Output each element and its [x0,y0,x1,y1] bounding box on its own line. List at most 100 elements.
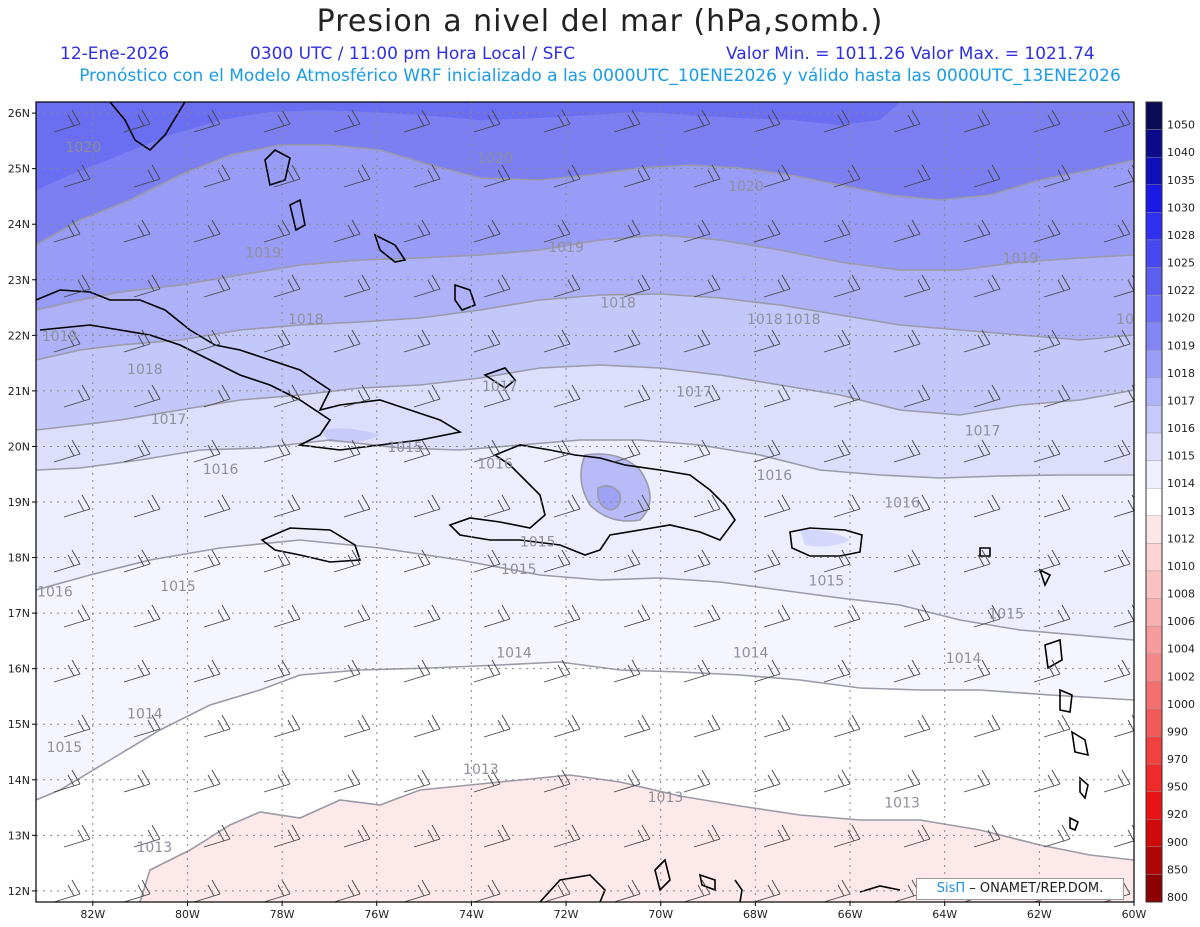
wind-barb [133,164,161,188]
lat-tick-label: 14N [8,774,30,787]
legend-swatch [1145,598,1163,627]
wind-barb [973,824,1001,848]
contour-label: 1017 [151,412,187,428]
wind-barb [973,714,1001,738]
wind-barb [823,219,851,243]
wind-barb [553,164,581,188]
contour-label: 1016 [884,496,920,512]
wind-barb [53,439,81,463]
model-info: Pronóstico con el Modelo Atmosférico WRF… [79,66,1121,86]
wind-barb [333,769,361,793]
wind-barb [53,219,81,243]
credit-text: – ONAMET/REP.DOM. [969,881,1104,896]
wind-barb [1033,219,1061,243]
legend-label: 1018 [1167,367,1195,380]
wind-barb [553,384,581,408]
legend-label: 920 [1167,808,1188,821]
wind-barb [53,329,81,353]
wind-barb [753,109,781,133]
wind-barb [553,824,581,848]
legend-swatch [1145,267,1163,296]
legend-label: 1028 [1167,229,1195,242]
wind-barb [893,659,921,683]
legend-swatch [1145,488,1163,516]
wind-barb [133,824,161,848]
wind-barb [683,659,711,683]
wind-barb [823,439,851,463]
wind-barb [963,439,991,463]
legend-label: 990 [1167,725,1188,738]
wind-barb [823,109,851,133]
wind-barb [333,439,361,463]
wind-barb [123,219,151,243]
wind-barb [273,164,301,188]
legend-label: 1022 [1167,284,1195,297]
lon-tick-label: 62W [1027,908,1052,921]
wind-barb [833,714,861,738]
wind-barb [613,329,641,353]
wind-barb [53,549,81,573]
wind-barb [613,659,641,683]
wind-barb [403,659,431,683]
wind-barb [753,439,781,463]
wind-barb [333,109,361,133]
wind-barb [613,219,641,243]
contour-label: 1014 [496,646,532,662]
wind-barb [683,219,711,243]
wind-barb [893,549,921,573]
wind-barb [193,329,221,353]
legend-label: 850 [1167,863,1188,876]
wind-barb [63,824,91,848]
wind-barb [413,384,441,408]
wind-barb [693,824,721,848]
wind-barb [1043,604,1071,628]
wind-barb [543,769,571,793]
wind-barb [63,714,91,738]
wind-barb [483,274,511,298]
wind-barb [553,714,581,738]
wind-barb [263,549,291,573]
color-legend: 1050 1040 1035 1030 1028 1025 1022 1020 1019 1018… [1145,101,1195,904]
wind-barb [333,549,361,573]
contour-label: 1015 [520,534,556,550]
wind-barb [53,769,81,793]
lon-tick-label: 76W [364,908,389,921]
wind-barb [483,714,511,738]
wind-barb [263,219,291,243]
contour-label: 1017 [965,423,1001,439]
wind-barb [753,659,781,683]
wind-barb [833,384,861,408]
wind-barb [403,219,431,243]
legend-label: 1000 [1167,698,1195,711]
wind-barb [1103,439,1131,463]
wind-barb [273,274,301,298]
wind-barb [123,769,151,793]
map-frame [35,101,1135,903]
lat-tick-label: 15N [8,718,30,731]
lon-tick-label: 60W [1122,908,1147,921]
legend-swatch [1145,101,1163,130]
wind-barb [623,274,651,298]
wind-barb [63,384,91,408]
contour-label: 1020 [477,151,513,167]
wind-barb [333,219,361,243]
wind-barb [473,769,501,793]
lon-tick-label: 68W [743,908,768,921]
contour-label: 1013 [463,762,499,778]
wind-barb [613,549,641,573]
lon-tick-label: 70W [648,908,673,921]
wind-barb [193,439,221,463]
legend-label: 1004 [1167,643,1195,656]
legend-swatch [1145,874,1163,903]
wind-barb [763,824,791,848]
wind-barb [1103,549,1131,573]
wind-barb [133,714,161,738]
wind-barb [693,384,721,408]
lon-tick-label: 74W [459,908,484,921]
legend-swatch [1145,570,1163,599]
wind-barb [1033,659,1061,683]
valid-date: 12-Ene-2026 [60,44,170,64]
contour-label: 1019 [42,329,78,345]
legend-swatch [1145,543,1163,572]
